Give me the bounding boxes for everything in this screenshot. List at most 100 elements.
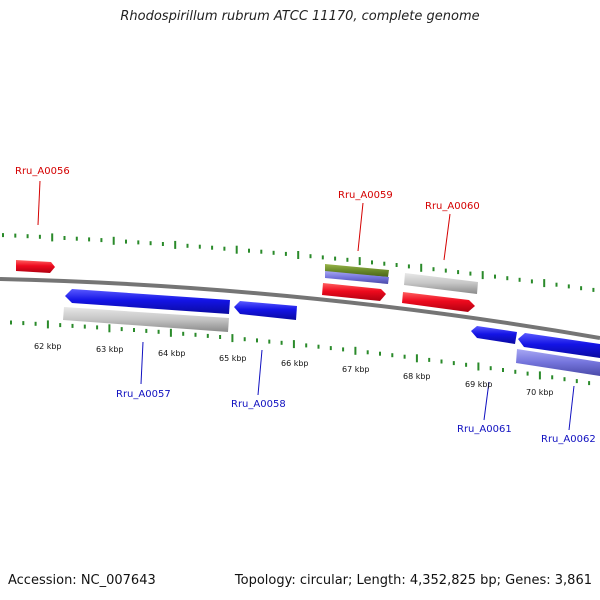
major-tick <box>358 257 361 266</box>
other-feature-bar[interactable] <box>63 307 229 332</box>
major-tick <box>354 346 357 355</box>
minor-tick <box>592 287 595 292</box>
rna-feature-bar[interactable] <box>325 264 389 277</box>
gene-label-rru-a0061[interactable]: Rru_A0061 <box>457 424 512 435</box>
major-tick <box>231 334 234 343</box>
minor-tick <box>334 256 337 261</box>
leader-line <box>483 381 490 421</box>
minor-tick <box>198 244 201 249</box>
minor-tick <box>457 270 460 275</box>
minor-tick <box>268 339 271 344</box>
minor-tick <box>71 323 74 328</box>
gene-label-rru-a0056[interactable]: Rru_A0056 <box>15 166 70 177</box>
minor-tick <box>59 323 62 328</box>
leader-line <box>140 341 144 385</box>
minor-tick <box>182 331 185 336</box>
minor-tick <box>551 375 554 380</box>
tick-row-top <box>2 233 595 292</box>
major-tick <box>420 263 423 272</box>
minor-tick <box>125 239 127 244</box>
minor-tick <box>120 327 123 332</box>
major-tick <box>46 320 49 329</box>
major-tick <box>108 324 111 333</box>
other-feature-bar[interactable] <box>404 273 478 294</box>
leader-line <box>37 180 41 226</box>
minor-tick <box>2 233 4 238</box>
major-tick <box>292 340 295 349</box>
minor-tick <box>206 333 209 338</box>
gene-arrow-rru-a0059[interactable] <box>322 283 386 301</box>
minor-tick <box>440 359 443 364</box>
minor-tick <box>452 361 455 366</box>
kbp-label: 65 kbp <box>219 354 247 363</box>
major-tick <box>415 354 418 363</box>
minor-tick <box>34 321 37 326</box>
minor-tick <box>22 321 25 326</box>
minor-tick <box>219 335 222 339</box>
kbp-label: 64 kbp <box>158 349 186 358</box>
minor-tick <box>10 320 12 325</box>
gene-label-rru-a0057[interactable]: Rru_A0057 <box>116 389 171 400</box>
gene-arrow-rru-a0056[interactable] <box>16 260 55 273</box>
minor-tick <box>161 242 164 246</box>
kbp-label: 66 kbp <box>281 359 309 368</box>
minor-tick <box>280 340 283 345</box>
leader-line <box>357 202 364 252</box>
gene-label-rru-a0062[interactable]: Rru_A0062 <box>541 434 596 445</box>
minor-tick <box>260 249 263 254</box>
minor-tick <box>284 251 287 256</box>
secondary-feature-bar[interactable] <box>325 271 389 284</box>
minor-tick <box>75 236 78 241</box>
minor-tick <box>526 371 529 376</box>
minor-tick <box>272 250 275 255</box>
minor-tick <box>469 271 472 276</box>
minor-tick <box>321 255 324 260</box>
major-tick <box>112 236 115 245</box>
minor-tick <box>329 346 332 351</box>
minor-tick <box>186 243 189 248</box>
gene-label-rru-a0058[interactable]: Rru_A0058 <box>231 399 286 410</box>
kbp-label: 70 kbp <box>526 388 554 397</box>
major-tick <box>477 362 480 371</box>
minor-tick <box>518 277 521 282</box>
minor-tick <box>305 343 308 348</box>
gene-arrow-rru-a0062[interactable] <box>518 333 600 358</box>
gene-label-rru-a0059[interactable]: Rru_A0059 <box>338 190 393 201</box>
minor-tick <box>502 368 504 372</box>
major-tick <box>481 271 484 280</box>
kbp-label: 67 kbp <box>342 365 370 374</box>
minor-tick <box>366 350 369 355</box>
minor-tick <box>63 236 66 240</box>
minor-tick <box>580 286 583 291</box>
minor-tick <box>256 338 258 343</box>
accession-text: Accession: NC_007643 <box>8 573 156 588</box>
genome-summary-text: Topology: circular; Length: 4,352,825 bp… <box>234 573 592 588</box>
minor-tick <box>100 238 103 243</box>
minor-tick <box>145 328 148 333</box>
minor-tick <box>383 261 386 266</box>
genome-backbone <box>0 277 600 340</box>
minor-tick <box>194 332 197 337</box>
minor-tick <box>346 257 349 262</box>
gene-arrow-rru-a0061[interactable] <box>471 326 517 344</box>
minor-tick <box>14 233 17 238</box>
kbp-label: 68 kbp <box>403 372 431 381</box>
major-tick <box>297 251 300 259</box>
gene-arrow-rru-a0058[interactable] <box>234 301 297 320</box>
minor-tick <box>432 267 435 272</box>
major-tick <box>51 233 54 242</box>
minor-tick <box>83 324 86 329</box>
gene-arrow-rru-a0057[interactable] <box>65 289 230 314</box>
gene-label-rru-a0060[interactable]: Rru_A0060 <box>425 201 480 212</box>
kbp-label: 62 kbp <box>34 342 62 351</box>
gene-arrow-rru-a0060[interactable] <box>402 292 475 312</box>
minor-tick <box>395 263 398 267</box>
minor-tick <box>309 254 312 259</box>
minor-tick <box>588 381 591 386</box>
minor-tick <box>575 379 578 384</box>
secondary-feature-bar[interactable] <box>516 349 600 376</box>
kbp-label: 69 kbp <box>465 380 493 389</box>
minor-tick <box>88 237 91 242</box>
minor-tick <box>243 337 246 342</box>
